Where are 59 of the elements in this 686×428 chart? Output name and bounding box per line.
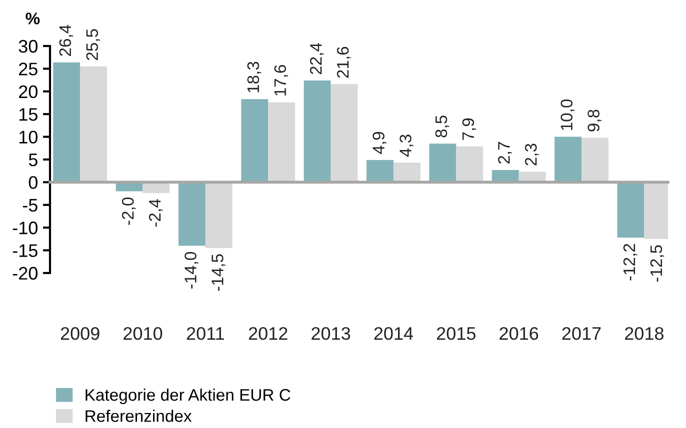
bar (241, 99, 268, 182)
bar (554, 136, 582, 182)
y-tick-label: -10 (12, 222, 38, 234)
data-label: 4,3 (400, 134, 414, 157)
bar (205, 182, 232, 248)
data-label: -14,0 (184, 252, 198, 289)
y-tick-label: 25 (19, 62, 38, 76)
x-tick-label: 2017 (562, 327, 601, 340)
data-label: 7,9 (462, 118, 476, 140)
x-tick-label: 2013 (312, 327, 350, 340)
y-tick-label: 0 (28, 176, 38, 189)
y-tick-label: 20 (19, 85, 38, 98)
y-tick-label: -15 (12, 244, 38, 258)
y-tick-label: -20 (12, 266, 38, 280)
y-tick-label: 15 (19, 108, 38, 121)
y-axis-title: % (26, 12, 40, 24)
bar (393, 162, 420, 182)
data-label: 9,8 (588, 110, 602, 132)
data-label: 26,4 (59, 24, 74, 56)
x-tick-label: 2016 (500, 327, 538, 340)
data-label: -2,0 (122, 197, 136, 225)
data-label: 22,4 (310, 43, 324, 74)
data-label: 17,6 (274, 65, 288, 96)
bar (456, 146, 484, 182)
x-tick-label: 2012 (248, 327, 288, 340)
data-label: -2,4 (148, 199, 163, 227)
data-label: 18,3 (247, 62, 262, 92)
data-label: 2,7 (498, 142, 512, 164)
data-label: -12,5 (650, 245, 664, 282)
bar (53, 62, 80, 182)
bar (268, 102, 296, 182)
bar (429, 144, 456, 182)
legend-label: Kategorie der Aktien EUR C (86, 388, 290, 404)
x-tick-label: 2018 (625, 327, 664, 340)
bar (492, 170, 519, 182)
bar (366, 160, 394, 182)
data-label: -14,5 (212, 254, 226, 291)
legend-label: Referenzindex (86, 410, 192, 422)
data-label: 4,9 (372, 132, 386, 154)
y-tick-label: 10 (19, 130, 38, 144)
data-label: 25,5 (86, 29, 100, 60)
bar (80, 66, 108, 182)
data-label: 21,6 (336, 46, 351, 78)
x-tick-label: 2014 (374, 327, 414, 340)
data-label: 10,0 (560, 99, 574, 130)
x-tick-label: 2015 (436, 327, 476, 340)
y-tick-label: 5 (28, 154, 38, 166)
x-tick-label: 2009 (60, 327, 100, 340)
y-tick-label: 30 (18, 40, 38, 53)
data-label: 2,3 (524, 144, 539, 166)
bar (582, 138, 608, 182)
x-tick-label: 2010 (124, 327, 162, 340)
bar (178, 182, 206, 246)
x-tick-label: 2011 (186, 327, 224, 340)
data-label: -12,2 (623, 244, 638, 280)
bar (330, 84, 358, 182)
y-tick-label: -5 (22, 199, 38, 212)
data-label: 8,5 (435, 116, 450, 138)
bar (304, 80, 331, 182)
